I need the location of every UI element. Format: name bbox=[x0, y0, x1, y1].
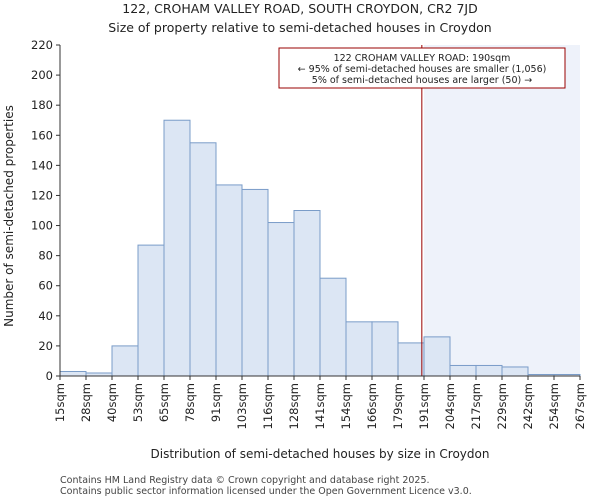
x-axis: 15sqm 28sqm 40sqm 53sqm 65sqm 78sqm 91sqm 103sq… bbox=[53, 375, 587, 429]
x-tick-label: 103sqm bbox=[235, 383, 249, 429]
x-tick-label: 53sqm bbox=[131, 383, 145, 422]
bar-229sqm bbox=[501, 366, 529, 377]
footer-line-2: Contains public sector information licen… bbox=[60, 486, 472, 497]
highlight-region bbox=[424, 45, 580, 376]
x-tick-label: 65sqm bbox=[157, 383, 171, 422]
bar-116sqm bbox=[267, 222, 295, 377]
x-tick-label: 28sqm bbox=[79, 383, 93, 422]
y-tick-label: 80 bbox=[38, 249, 53, 263]
x-tick-label: 154sqm bbox=[339, 383, 353, 429]
y-axis-label: Number of semi-detached properties bbox=[2, 105, 16, 327]
x-tick-label: 204sqm bbox=[443, 383, 457, 429]
x-tick-label: 179sqm bbox=[391, 383, 405, 429]
annotation-box bbox=[278, 47, 566, 89]
x-tick-label: 116sqm bbox=[261, 383, 275, 429]
chart-subtitle: Size of property relative to semi-detach… bbox=[108, 20, 491, 35]
x-tick-label: 128sqm bbox=[287, 383, 301, 429]
x-tick-label: 191sqm bbox=[417, 383, 431, 429]
bar-128sqm bbox=[293, 210, 321, 377]
y-axis: 0 20 40 60 80 100 120 140 160 180 200 220 bbox=[31, 38, 61, 383]
y-tick-label: 0 bbox=[46, 369, 53, 383]
chart-title: 122, CROHAM VALLEY ROAD, SOUTH CROYDON, … bbox=[122, 1, 477, 16]
bar-40sqm bbox=[111, 345, 139, 377]
bar-78sqm bbox=[189, 142, 217, 377]
bar-217sqm bbox=[475, 364, 503, 377]
bar-103sqm bbox=[241, 188, 269, 377]
y-tick-label: 120 bbox=[31, 188, 53, 202]
annotation-line-2: ← 95% of semi-detached houses are smalle… bbox=[298, 64, 547, 75]
annotation-line-1: 122 CROHAM VALLEY ROAD: 190sqm bbox=[334, 53, 511, 64]
x-tick-label: 267sqm bbox=[573, 383, 587, 429]
y-tick-label: 20 bbox=[38, 339, 53, 353]
y-tick-label: 200 bbox=[31, 68, 53, 82]
bar-154sqm bbox=[345, 321, 373, 377]
x-tick-label: 78sqm bbox=[183, 383, 197, 422]
bar-204sqm bbox=[449, 364, 477, 377]
bar-191sqm bbox=[423, 336, 451, 377]
x-tick-label: 91sqm bbox=[209, 383, 223, 422]
x-tick-label: 40sqm bbox=[105, 383, 119, 422]
bar-53sqm bbox=[137, 244, 165, 377]
x-tick-label: 141sqm bbox=[313, 383, 327, 429]
bar-91sqm bbox=[215, 184, 243, 377]
y-tick-label: 40 bbox=[38, 309, 53, 323]
bar-179sqm bbox=[397, 342, 425, 377]
y-tick-label: 180 bbox=[31, 98, 53, 112]
y-tick-label: 100 bbox=[31, 219, 53, 233]
x-tick-label: 254sqm bbox=[547, 383, 561, 429]
bar-166sqm bbox=[371, 321, 399, 377]
bars-group bbox=[59, 119, 581, 377]
x-tick-label: 15sqm bbox=[53, 383, 67, 422]
bar-65sqm bbox=[163, 119, 191, 377]
y-tick-label: 60 bbox=[38, 279, 53, 293]
x-tick-label: 217sqm bbox=[469, 383, 483, 429]
x-tick-label: 242sqm bbox=[521, 383, 535, 429]
bar-15sqm bbox=[59, 370, 87, 377]
y-tick-label: 160 bbox=[31, 128, 53, 142]
y-tick-label: 140 bbox=[31, 158, 53, 172]
bar-141sqm bbox=[319, 277, 347, 377]
x-axis-label: Distribution of semi-detached houses by … bbox=[151, 447, 490, 461]
footer-line-1: Contains HM Land Registry data © Crown c… bbox=[60, 475, 430, 486]
x-tick-label: 166sqm bbox=[365, 383, 379, 429]
annotation-line-3: 5% of semi-detached houses are larger (5… bbox=[312, 75, 532, 86]
y-tick-label: 220 bbox=[31, 38, 53, 52]
x-tick-label: 229sqm bbox=[495, 383, 509, 429]
